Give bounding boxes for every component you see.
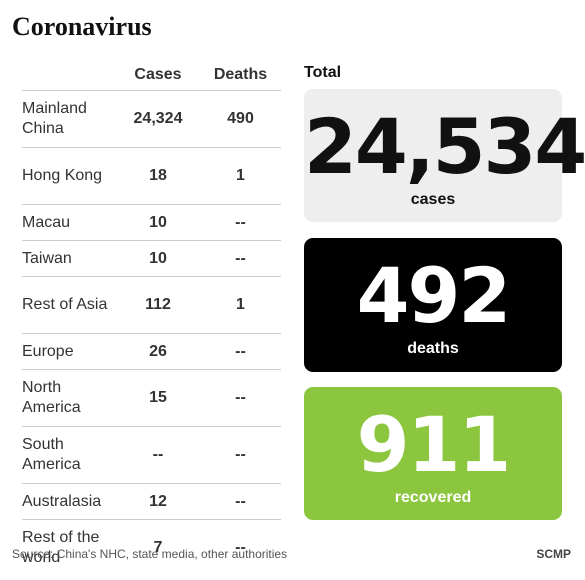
region-name: Australasia [22,483,116,520]
table-row: Macau 10 -- [22,204,281,241]
deaths-value: -- [200,204,281,241]
deaths-value: -- [200,426,281,484]
deaths-column-header: Deaths [213,66,268,83]
cases-value: 24,324 [116,90,200,148]
deaths-value: -- [200,240,281,277]
table-row: Europe 26 -- [22,333,281,370]
cases-table: Cases Deaths Mainland China 24,324 490 H… [22,60,281,576]
source-note: Source: China's NHC, state media, other … [12,547,288,561]
deaths-value: 1 [200,276,281,334]
region-name: Rest of Asia [22,276,116,334]
deaths-value: -- [200,369,281,427]
page-title: Coronavirus [12,12,152,41]
total-heading: Total [304,64,342,81]
total-deaths-value: 492 [356,251,512,340]
total-cases-value: 24,534 [304,102,585,191]
total-cases-card: 24,534 cases [304,89,585,222]
table-row: Hong Kong 18 1 [22,147,281,205]
region-name: Europe [22,333,116,370]
deaths-value: -- [200,519,281,576]
cases-column-header: Cases [134,66,182,83]
table-row: Australasia 12 -- [22,483,281,520]
cases-value: 12 [116,483,200,520]
total-recovered-card: 911 recovered [304,387,562,520]
cases-value: 10 [116,240,200,277]
region-name: South America [22,426,116,484]
total-recovered-value: 911 [356,400,512,489]
cases-value: 112 [116,276,200,334]
deaths-value: -- [200,333,281,370]
table-row: Mainland China 24,324 490 [22,90,281,148]
total-recovered-label: recovered [394,489,472,506]
cases-value: 15 [116,369,200,427]
region-name: Rest of the world [22,519,116,576]
cases-value: -- [116,426,200,484]
deaths-value: -- [200,483,281,520]
cases-value: 10 [116,204,200,241]
cases-value: 7 [116,519,200,576]
deaths-value: 490 [200,90,281,148]
total-deaths-label: deaths [407,340,459,357]
total-cases-label: cases [410,191,456,208]
cases-value: 18 [116,147,200,205]
table-row: Rest of Asia 112 1 [22,276,281,334]
region-name: Mainland China [22,90,116,148]
table-row: Taiwan 10 -- [22,240,281,277]
region-header [22,60,116,91]
table-row: Rest of the world 7 -- [22,519,281,576]
table-row: South America -- -- [22,426,281,484]
total-deaths-card: 492 deaths [304,238,562,372]
region-name: Macau [22,204,116,241]
region-name: Hong Kong [22,147,116,205]
region-name: Taiwan [22,240,116,277]
region-name: North America [22,369,116,427]
cases-value: 26 [116,333,200,370]
deaths-value: 1 [200,147,281,205]
table-row: North America 15 -- [22,369,281,427]
publisher-brand: SCMP [536,547,571,561]
